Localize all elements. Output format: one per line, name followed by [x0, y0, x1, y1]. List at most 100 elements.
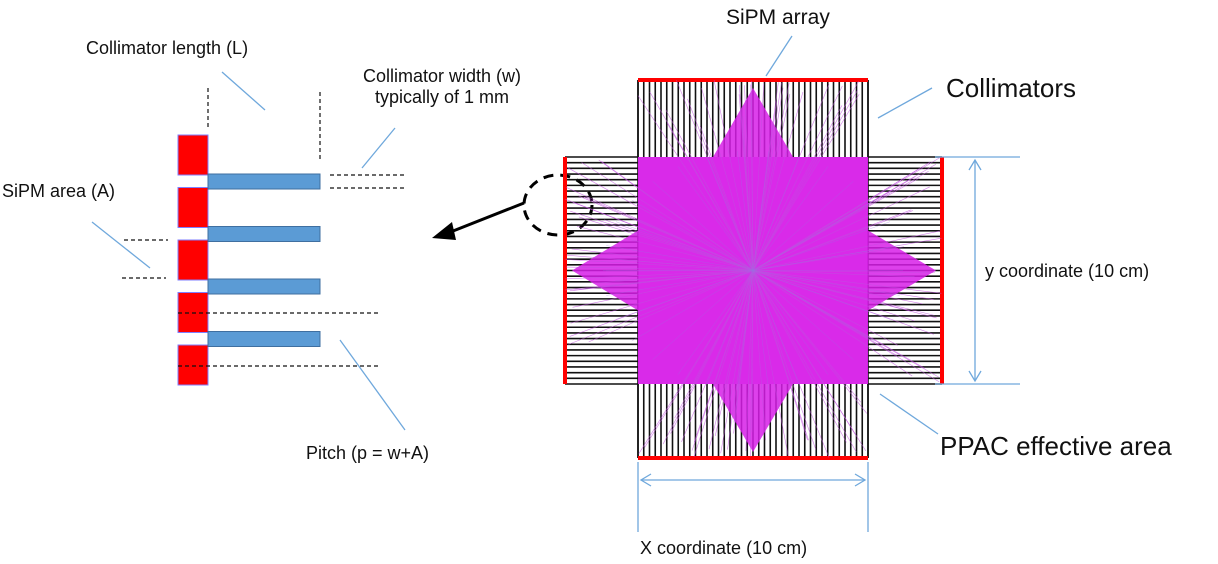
track-line [708, 270, 754, 450]
track-line [662, 270, 754, 445]
zoom-circle [522, 173, 594, 237]
track-line [752, 82, 782, 271]
track-line [752, 270, 809, 441]
track-line [677, 270, 754, 375]
track-line [570, 270, 754, 324]
track-line [752, 83, 765, 271]
track-line [752, 151, 769, 271]
track-line [615, 270, 754, 282]
track-line [706, 270, 754, 385]
collimator-width-line1: Collimator width (w) [362, 66, 522, 86]
track-line [752, 245, 900, 271]
track-line [752, 85, 843, 271]
y-coordinate-label: y coordinate (10 cm) [985, 261, 1150, 281]
track-line [752, 199, 875, 271]
track-line [745, 270, 754, 452]
track-line [752, 156, 800, 271]
track-line [598, 159, 754, 271]
sipm-strip-top [638, 78, 868, 82]
track-line [691, 270, 754, 451]
track-line [581, 162, 754, 271]
track-line [752, 105, 843, 271]
sipm-strip-bottom [638, 456, 868, 460]
track-line [606, 245, 754, 271]
pitch-leader [339, 339, 406, 431]
collimator-width-line2: typically of 1 mm [374, 86, 510, 107]
track-line [727, 270, 754, 450]
track-line [615, 221, 754, 271]
track-line [752, 181, 854, 271]
track-line [631, 270, 754, 342]
sipm-blocks [177, 134, 209, 386]
track-line [751, 81, 754, 271]
track-line [566, 254, 754, 271]
sipm-block [177, 239, 209, 281]
track-line [604, 219, 754, 271]
track-line [752, 230, 940, 271]
collimator-bars [207, 173, 321, 347]
collimator-bar [207, 278, 321, 295]
dimension-lines [122, 88, 405, 367]
track-line [752, 270, 923, 305]
track-line [752, 270, 935, 274]
track-line [674, 270, 754, 419]
x-arrowhead-left [639, 473, 652, 487]
track-line [576, 226, 754, 271]
ppac-effective-area-label: PPAC effective area [940, 431, 1172, 461]
track-line [713, 80, 754, 271]
track-line [752, 93, 791, 271]
collimator-bar [207, 226, 321, 242]
track-line [752, 270, 766, 441]
track-line [752, 89, 858, 271]
collimator-length-label: Collimator length (L) [86, 38, 249, 58]
track-line [687, 98, 754, 271]
track-line [573, 270, 754, 291]
zoom-callout [432, 173, 594, 240]
track-line [752, 210, 913, 271]
sipm-area-label: SiPM area (A) [2, 181, 116, 201]
sipm-strips [563, 78, 944, 460]
track-line [752, 221, 891, 271]
track-line [752, 270, 817, 450]
y-arrowhead-bottom [968, 370, 982, 383]
track-line [681, 270, 754, 442]
track-line [652, 270, 754, 360]
track-lobe-bottom [713, 384, 793, 452]
track-line [572, 202, 754, 271]
track-line [578, 195, 754, 271]
track-line [744, 85, 754, 271]
dimension-arrows [637, 156, 1020, 532]
track-line [752, 270, 935, 300]
track-line [701, 87, 754, 271]
sipm-array-label: SiPM array [726, 6, 830, 29]
collimators-leader [877, 87, 933, 119]
collimator-bar [207, 173, 321, 190]
sipm-array-leader [765, 35, 793, 77]
track-line [706, 156, 754, 271]
track-line [752, 270, 829, 375]
track-line [571, 248, 754, 271]
track-line [565, 270, 754, 280]
track-line [637, 95, 754, 271]
leader-lines-left [91, 71, 406, 431]
track-line [615, 270, 754, 320]
track-line [567, 167, 754, 271]
track-line [720, 270, 754, 454]
track-line [638, 270, 754, 454]
track-line [652, 181, 754, 271]
track-line [752, 270, 868, 414]
track-line [752, 270, 899, 346]
track-line [752, 186, 930, 271]
simulation-tracks [565, 80, 942, 458]
track-line [752, 270, 915, 322]
collimators-label: Collimators [946, 73, 1077, 103]
track-line [752, 270, 942, 294]
track-line [566, 187, 754, 271]
track-line [737, 151, 754, 271]
pitch-label: Pitch (p = w+A) [306, 443, 430, 463]
x-coordinate-label: X coordinate (10 cm) [640, 538, 808, 558]
track-line [738, 85, 754, 271]
sipm-block [177, 134, 209, 176]
collimator-bar [207, 331, 321, 347]
